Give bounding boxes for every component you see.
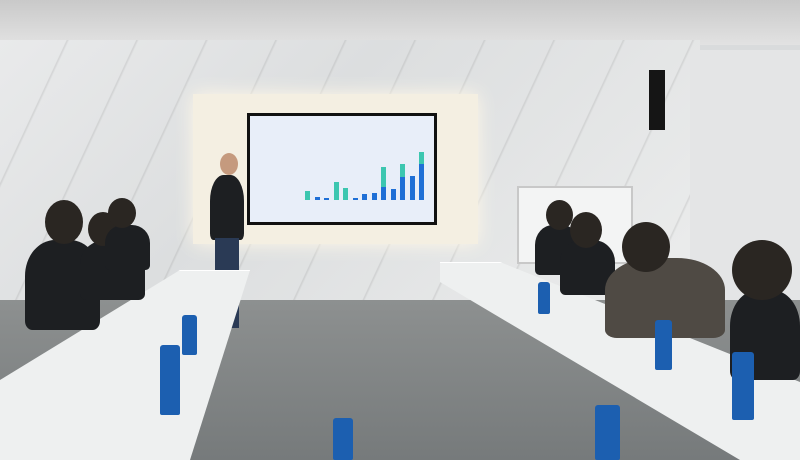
- screen-bar: [362, 194, 367, 200]
- wall-speaker: [649, 70, 665, 130]
- water-bottle: [595, 405, 620, 460]
- water-bottle: [333, 418, 353, 460]
- screen-bar: [352, 197, 358, 200]
- screen-bar: [314, 197, 320, 200]
- screen-bar-accent: [381, 167, 386, 187]
- water-bottle: [182, 315, 197, 355]
- water-bottle: [538, 282, 550, 314]
- screen-bar: [381, 186, 386, 200]
- attendee-head: [732, 240, 792, 300]
- screen-bar-accent: [333, 182, 339, 200]
- screen-bar-accent: [343, 188, 348, 200]
- attendee-head: [570, 212, 602, 248]
- screen-bar: [390, 189, 396, 200]
- attendee-head: [546, 200, 573, 230]
- water-bottle: [160, 345, 180, 415]
- attendee-head: [108, 198, 136, 228]
- screen-bar: [371, 192, 377, 200]
- attendee-head: [622, 222, 670, 272]
- attendee: [105, 225, 150, 270]
- ceiling: [0, 0, 800, 45]
- attendee-head: [45, 200, 83, 244]
- screen-bar-accent: [305, 191, 310, 200]
- presenter: [210, 175, 244, 240]
- screen-bar: [419, 164, 424, 200]
- screen-bar: [324, 197, 329, 200]
- screen-bar: [400, 176, 405, 200]
- display-screen: [247, 113, 437, 225]
- presenter-head: [220, 153, 238, 175]
- water-bottle: [732, 352, 754, 420]
- dashboard-screen: [250, 116, 434, 222]
- screen-bar: [409, 176, 415, 200]
- screen-bar-accent: [419, 152, 424, 164]
- water-bottle: [655, 320, 672, 370]
- screen-bar-accent: [400, 164, 405, 177]
